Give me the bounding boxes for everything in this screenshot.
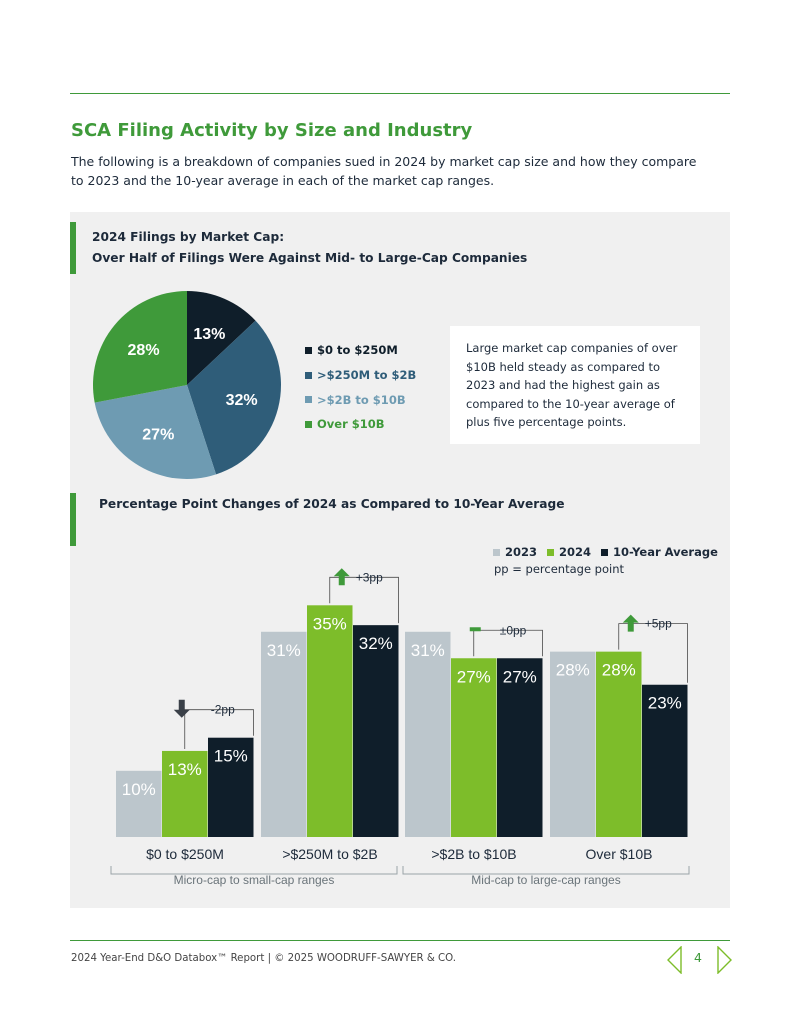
category-label: $0 to $250M <box>146 846 224 862</box>
bar-value-label: 10% <box>122 780 156 799</box>
bar <box>596 651 642 837</box>
market-cap-bar-chart: 10% 13% 15% $0 to $250M -2pp 31% 35% 32% >$250M … <box>110 568 690 887</box>
bar <box>550 651 596 837</box>
bar <box>261 631 307 837</box>
bar-legend-item: 2023 <box>493 545 537 559</box>
bar-value-label: 27% <box>503 667 537 686</box>
arrow-up-icon <box>333 568 350 586</box>
legend-swatch <box>601 548 609 556</box>
pie-legend-item: >$250M to $2B <box>305 363 416 388</box>
page-number: 4 <box>694 950 702 965</box>
range-bracket <box>402 866 690 875</box>
bar <box>642 684 688 837</box>
section-intro: The following is a breakdown of companie… <box>71 154 697 188</box>
pie-legend-item: Over $10B <box>305 412 416 437</box>
annotation-bracket <box>329 576 389 604</box>
bar-legend: 2023 2024 10-Year Average <box>493 545 718 559</box>
bar <box>497 658 543 837</box>
pie-slice-label: 28% <box>128 342 160 359</box>
pie-legend-item: >$2B to $10B <box>305 387 416 412</box>
annotation-label: +3pp <box>356 570 383 584</box>
bar-legend-item: 10-Year Average <box>601 545 718 559</box>
annotation-bracket <box>243 709 254 736</box>
next-page-icon[interactable] <box>716 946 732 974</box>
pie-legend-item: $0 to $250M <box>305 338 416 363</box>
arrow-up-icon <box>622 614 639 632</box>
legend-swatch <box>493 548 500 556</box>
market-cap-pie-chart: 13% 32% 27% 28% <box>93 291 281 479</box>
bar-subtitle: Percentage Point Changes of 2024 as Comp… <box>99 497 565 511</box>
bar <box>208 737 254 837</box>
legend-label: >$2B to $10B <box>317 392 406 407</box>
footer-rule <box>70 940 730 941</box>
legend-swatch <box>305 371 312 379</box>
range-bracket <box>110 866 398 875</box>
bar <box>353 625 399 837</box>
bar-legend-item: 2024 <box>547 545 591 559</box>
bar-accent-bar <box>70 493 76 546</box>
range-label: Micro-cap to small-cap ranges <box>174 873 335 887</box>
bar-value-label: 15% <box>214 747 248 766</box>
legend-swatch <box>305 396 312 404</box>
annotation-bracket <box>677 623 688 683</box>
pie-slice-label: 32% <box>226 392 258 409</box>
pie-accent-bar <box>70 222 76 274</box>
legend-label: 10-Year Average <box>613 545 718 559</box>
range-label: Mid-cap to large-cap ranges <box>471 873 620 887</box>
bar-value-label: 28% <box>602 661 636 680</box>
category-label: >$2B to $10B <box>431 846 516 862</box>
legend-label: >$250M to $2B <box>317 368 417 383</box>
bar <box>451 658 497 837</box>
legend-label: 2023 <box>505 545 538 559</box>
annotation-bracket <box>532 629 543 657</box>
pie-slice <box>93 291 187 403</box>
bar-value-label: 13% <box>168 760 202 779</box>
bar-value-label: 31% <box>267 641 301 660</box>
legend-label: Over $10B <box>317 417 385 432</box>
legend-label: $0 to $250M <box>317 343 398 358</box>
pie-slice-label: 13% <box>193 326 225 343</box>
flat-dash-icon <box>469 627 481 632</box>
bar-value-label: 31% <box>411 641 445 660</box>
pie-subtitle: 2024 Filings by Market Cap: Over Half of… <box>92 227 527 269</box>
annotation-bracket <box>388 576 399 624</box>
annotation-label: -2pp <box>211 703 235 717</box>
annotation-label: ±0pp <box>500 623 527 637</box>
bar-value-label: 28% <box>556 661 590 680</box>
pie-callout-note: Large market cap companies of over $10B … <box>450 326 700 444</box>
annotation-label: +5pp <box>645 617 672 631</box>
category-label: >$250M to $2B <box>282 846 377 862</box>
annotation-bracket <box>618 623 678 650</box>
bar-value-label: 35% <box>313 614 347 633</box>
bar-value-label: 32% <box>359 634 393 653</box>
category-label: Over $10B <box>586 846 653 862</box>
legend-swatch <box>547 548 555 556</box>
pie-subtitle-line1: 2024 Filings by Market Cap: <box>92 230 285 244</box>
bar <box>162 750 208 837</box>
bar-value-label: 27% <box>457 667 491 686</box>
pie-subtitle-line2: Over Half of Filings Were Against Mid- t… <box>92 251 528 265</box>
legend-label: 2024 <box>559 545 592 559</box>
footer-text: 2024 Year-End D&O Databox™ Report | © 20… <box>71 953 456 964</box>
bar <box>116 770 162 837</box>
arrow-down-icon <box>173 699 190 718</box>
pp-note: pp = percentage point <box>494 562 624 576</box>
bar <box>405 631 451 837</box>
legend-swatch <box>305 346 312 354</box>
pie-slice <box>94 385 217 479</box>
previous-page-icon[interactable] <box>667 946 683 974</box>
pie-slice <box>187 320 281 475</box>
legend-swatch <box>305 420 312 428</box>
pie-legend: $0 to $250M >$250M to $2B >$2B to $10B Over… <box>305 338 416 437</box>
section-title: SCA Filing Activity by Size and Industry <box>71 120 473 141</box>
bar-value-label: 23% <box>648 694 682 713</box>
header-rule <box>70 93 730 94</box>
bar <box>307 605 353 837</box>
pie-slice-label: 27% <box>142 427 174 444</box>
pie-slice <box>187 291 256 385</box>
